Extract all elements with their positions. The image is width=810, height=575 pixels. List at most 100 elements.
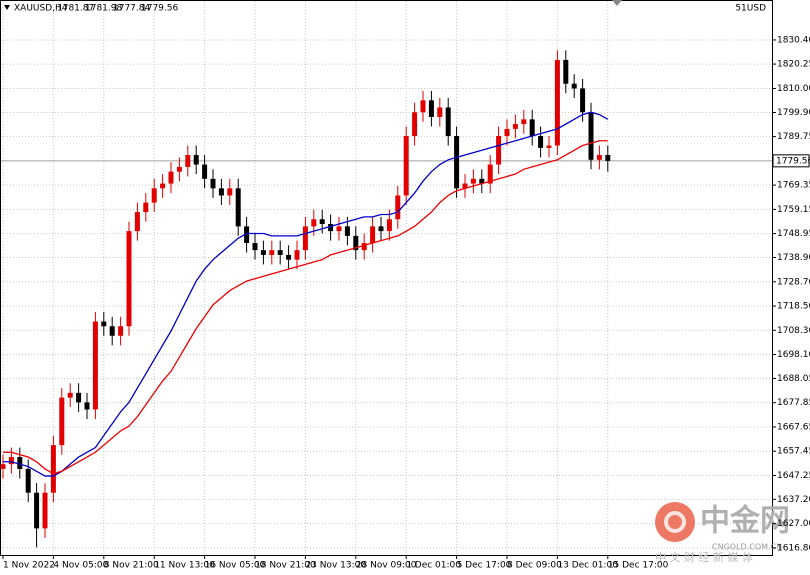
y-tick-label: 1759.15 bbox=[777, 205, 810, 215]
candle-body bbox=[101, 321, 107, 327]
candle-body bbox=[193, 155, 199, 165]
y-tick-label: 1647.25 bbox=[777, 471, 810, 481]
candle-body bbox=[420, 100, 426, 113]
current-price-box bbox=[772, 154, 810, 168]
x-tick-label: 8 Nov 21:00 bbox=[104, 561, 159, 571]
y-tick-label: 1677.85 bbox=[777, 398, 810, 408]
x-tick-label: 1 Nov 2022 bbox=[3, 561, 55, 571]
watermark-brand: 中金网 bbox=[700, 504, 790, 539]
candle-body bbox=[8, 457, 14, 465]
candle-body bbox=[34, 492, 40, 529]
candle-body bbox=[412, 112, 418, 137]
candle-body bbox=[126, 231, 132, 327]
y-tick-label: 1698.10 bbox=[777, 350, 810, 360]
dropdown-icon[interactable] bbox=[4, 5, 10, 10]
candle-body bbox=[563, 59, 569, 84]
candle-body bbox=[361, 243, 367, 251]
candle-body bbox=[336, 226, 342, 232]
candle-body bbox=[109, 326, 115, 336]
candle-body bbox=[605, 155, 611, 161]
shift-marker bbox=[612, 0, 622, 6]
candle-body bbox=[504, 128, 510, 137]
candle-body bbox=[76, 392, 82, 403]
current-price-label: 1779.56 bbox=[776, 156, 810, 166]
candle-body bbox=[269, 250, 275, 255]
header-low: 1777.84 bbox=[113, 4, 150, 14]
candle-body bbox=[596, 155, 602, 160]
y-tick-label: 1728.70 bbox=[777, 277, 810, 287]
candle-body bbox=[370, 226, 376, 244]
x-tick-label: 13 Dec 01:00 bbox=[557, 561, 618, 571]
y-tick-label: 1657.45 bbox=[777, 447, 810, 457]
candle-body bbox=[487, 164, 493, 184]
candle-body bbox=[454, 136, 460, 189]
candle-body bbox=[260, 250, 266, 255]
candle-body bbox=[84, 402, 90, 410]
candle-body bbox=[546, 145, 552, 148]
candle-body bbox=[479, 178, 485, 184]
candle-body bbox=[328, 223, 334, 232]
y-tick-label: 1627.00 bbox=[777, 519, 810, 529]
y-tick-label: 1799.90 bbox=[777, 108, 810, 118]
candle-body bbox=[437, 107, 443, 117]
y-tick-label: 1708.30 bbox=[777, 326, 810, 336]
x-tick-label: 8 Dec 09:00 bbox=[507, 561, 562, 571]
grid bbox=[1, 1, 772, 555]
candle-body bbox=[160, 183, 166, 189]
symbol: XAUUSD,H4 bbox=[14, 4, 68, 14]
y-tick-label: 1667.65 bbox=[777, 422, 810, 432]
candle-body bbox=[235, 188, 241, 227]
candle-body bbox=[42, 492, 48, 529]
candle-body bbox=[210, 178, 216, 189]
candle-body bbox=[143, 202, 149, 213]
candle-body bbox=[470, 178, 476, 184]
candle-body bbox=[92, 321, 98, 410]
candle-body bbox=[496, 136, 502, 165]
candle-body bbox=[529, 119, 535, 137]
candle-body bbox=[554, 59, 560, 146]
candle-body bbox=[403, 136, 409, 196]
candle-body bbox=[353, 235, 359, 251]
candle-body bbox=[277, 250, 283, 255]
candle-body bbox=[302, 226, 308, 251]
candle-body bbox=[580, 88, 586, 113]
y-tick-label: 1769.35 bbox=[777, 181, 810, 191]
candle-body bbox=[445, 107, 451, 137]
candle-body bbox=[395, 195, 401, 220]
candle-body bbox=[25, 468, 31, 493]
candle-body bbox=[378, 226, 384, 232]
candle-body bbox=[462, 183, 468, 189]
account-label: 51USD bbox=[735, 4, 766, 14]
candle-body bbox=[151, 188, 157, 203]
header-close: 1779.56 bbox=[141, 4, 178, 14]
x-tick-label: 11 Nov 13:00 bbox=[154, 561, 215, 571]
moving-average bbox=[3, 140, 608, 475]
candle-body bbox=[50, 445, 56, 493]
x-tick-label: 15 Dec 17:00 bbox=[608, 561, 669, 571]
y-tick-label: 1810.00 bbox=[777, 84, 810, 94]
x-tick-label: 18 Nov 21:00 bbox=[255, 561, 316, 571]
x-tick-label: 4 Nov 05:00 bbox=[53, 561, 108, 571]
candle-body bbox=[311, 219, 317, 227]
plot-frame bbox=[0, 0, 773, 556]
candle-body bbox=[428, 100, 434, 117]
watermark-logo-inner bbox=[664, 511, 686, 533]
header-high: 1781.98 bbox=[85, 4, 122, 14]
x-tick-label: 23 Nov 13:00 bbox=[305, 561, 366, 571]
y-tick-label: 1789.75 bbox=[777, 132, 810, 142]
candle-body bbox=[521, 119, 527, 125]
marks bbox=[0, 50, 611, 548]
x-tick-label: 28 Nov 09:00 bbox=[356, 561, 417, 571]
y-tick-label: 1616.80 bbox=[777, 543, 810, 553]
watermark-tagline: 中 文 财 经 新 媒 体 bbox=[655, 550, 753, 564]
candle-body bbox=[252, 243, 258, 251]
candle-body bbox=[588, 112, 594, 160]
candle-body bbox=[386, 219, 392, 232]
x-tick-label: 5 Dec 17:00 bbox=[457, 561, 512, 571]
watermark-logo bbox=[655, 502, 695, 542]
candle-body bbox=[218, 188, 224, 196]
candle-body bbox=[185, 155, 191, 167]
watermark-site: CNGOLD.COM.CN bbox=[712, 543, 782, 552]
y-tick-label: 1637.20 bbox=[777, 495, 810, 505]
